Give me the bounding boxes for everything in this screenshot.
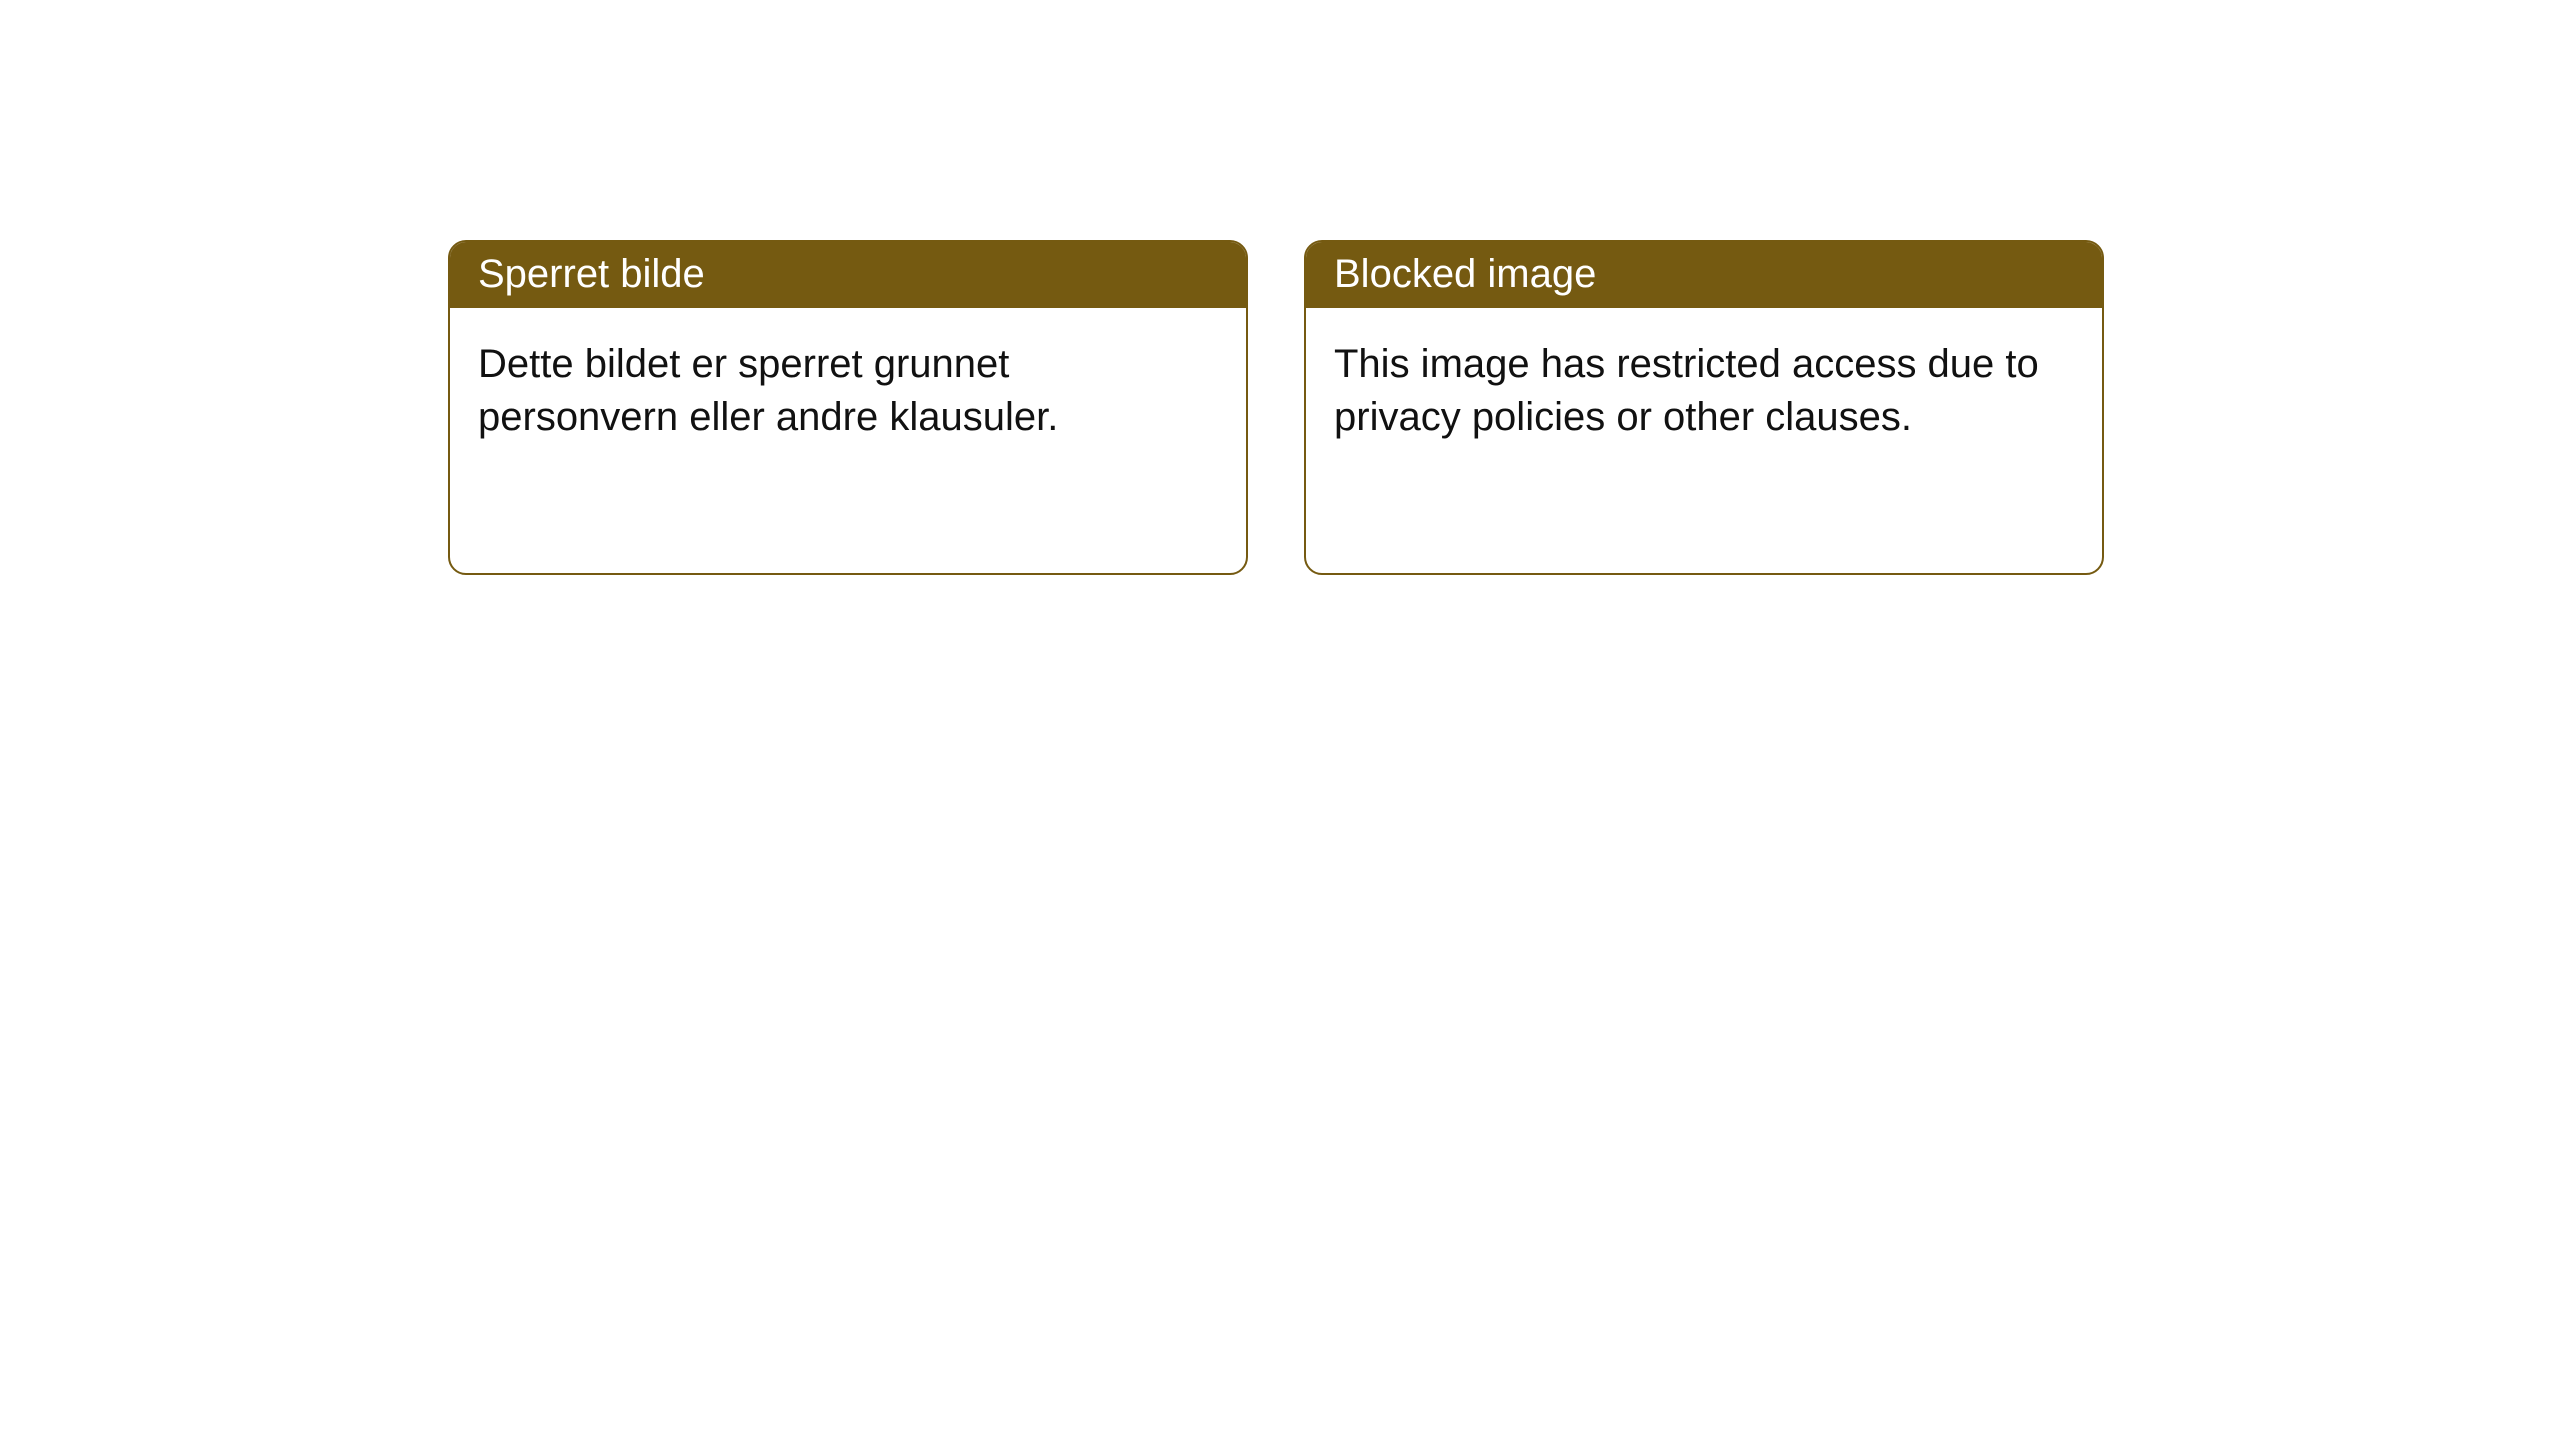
- blocked-image-card-no: Sperret bilde Dette bildet er sperret gr…: [448, 240, 1248, 575]
- card-body-no: Dette bildet er sperret grunnet personve…: [450, 308, 1246, 472]
- card-header-no: Sperret bilde: [450, 242, 1246, 308]
- page-canvas: Sperret bilde Dette bildet er sperret gr…: [0, 0, 2560, 1440]
- blocked-image-card-en: Blocked image This image has restricted …: [1304, 240, 2104, 575]
- card-header-en: Blocked image: [1306, 242, 2102, 308]
- card-body-en: This image has restricted access due to …: [1306, 308, 2102, 472]
